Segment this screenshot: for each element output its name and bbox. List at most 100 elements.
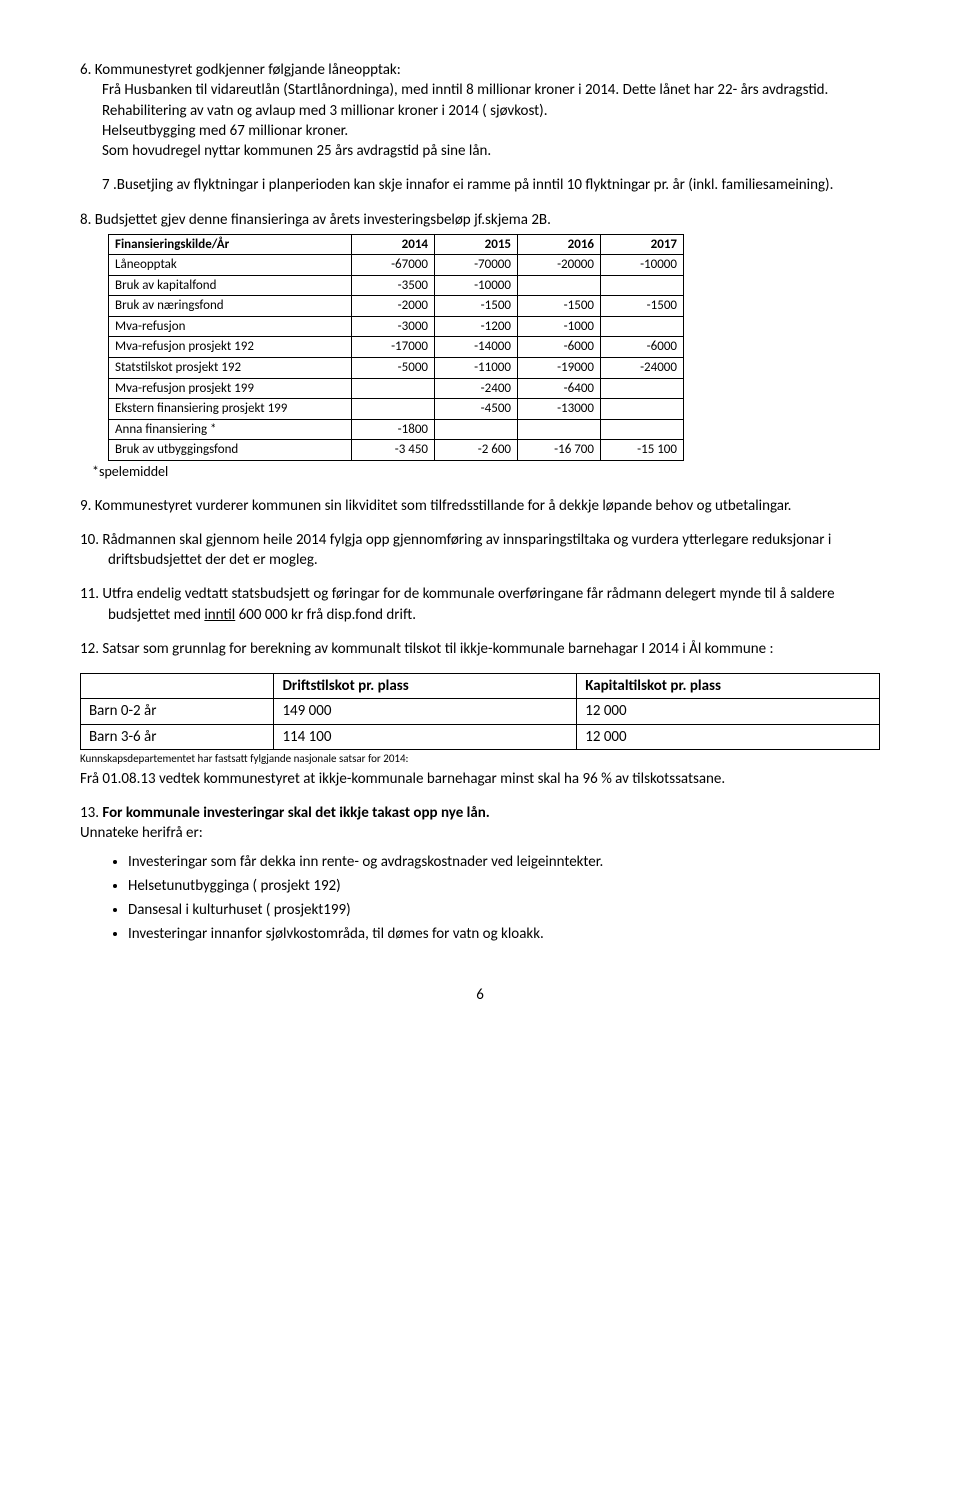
drift-row-value: 12 000	[577, 699, 880, 724]
fra0108: Frå 01.08.13 vedtek kommunestyret at ikk…	[80, 769, 880, 789]
fin-row-value: -2000	[352, 296, 435, 317]
list-item: Investeringar som får dekka inn rente- o…	[128, 852, 880, 872]
item7-line: 7 .Busetjing av flyktningar i planperiod…	[80, 175, 880, 195]
item12: 12. Satsar som grunnlag for berekning av…	[80, 639, 880, 659]
fin-row-value: -10000	[601, 255, 684, 276]
item6-lead: 6. Kommunestyret godkjenner følgjande lå…	[80, 60, 880, 80]
fin-row-value: -6000	[601, 337, 684, 358]
drift-row-value: 114 100	[274, 724, 577, 749]
item6-line2: Rehabilitering av vatn og avlaup med 3 m…	[80, 101, 880, 121]
drift-row-label: Barn 0-2 år	[81, 699, 274, 724]
fin-row-value: -1500	[601, 296, 684, 317]
fin-row-value: -10000	[435, 275, 518, 296]
fin-row-value: -2400	[435, 378, 518, 399]
fin-row-value: -1500	[518, 296, 601, 317]
drift-row-value: 12 000	[577, 724, 880, 749]
drift-h0	[81, 674, 274, 699]
fin-row-value: -17000	[352, 337, 435, 358]
fin-row-value: -11000	[435, 358, 518, 379]
table-row: Mva-refusjon-3000-1200-1000	[109, 316, 684, 337]
fin-row-value: -67000	[352, 255, 435, 276]
item11-b: 600 000 kr frå disp.fond drift.	[235, 606, 416, 624]
table-row: Låneopptak-67000-70000-20000-10000	[109, 255, 684, 276]
fin-row-value	[601, 399, 684, 420]
fin-row-value: -5000	[352, 358, 435, 379]
fin-row-value: -20000	[518, 255, 601, 276]
fin-row-value: -6400	[518, 378, 601, 399]
item6-line1: Frå Husbanken til vidareutlån (Startlåno…	[80, 80, 880, 100]
table-row: Ekstern finansiering prosjekt 199 -4500-1…	[109, 399, 684, 420]
list-item: Dansesal i kulturhuset ( prosjekt199)	[128, 900, 880, 920]
fin-row-value: -15 100	[601, 440, 684, 461]
fin-row-value: -1500	[435, 296, 518, 317]
item8-lead: 8. Budsjettet gjev denne finansieringa a…	[80, 210, 880, 230]
fin-row-label: Mva-refusjon prosjekt 199	[109, 378, 352, 399]
item11-a: 11. Utfra endelig vedtatt statsbudsjett …	[80, 585, 835, 623]
item13-num: 13.	[80, 804, 102, 822]
fin-row-value: -14000	[435, 337, 518, 358]
fin-row-value: -6000	[518, 337, 601, 358]
fin-row-label: Bruk av kapitalfond	[109, 275, 352, 296]
table-row: Bruk av kapitalfond-3500-10000	[109, 275, 684, 296]
fin-row-value: -19000	[518, 358, 601, 379]
fin-row-value	[352, 378, 435, 399]
item11: 11. Utfra endelig vedtatt statsbudsjett …	[80, 584, 880, 625]
item11-underline: inntil	[204, 606, 235, 624]
unnateke: Unnateke herifrå er:	[80, 823, 880, 843]
fin-row-value: -1200	[435, 316, 518, 337]
fin-row-label: Anna finansiering *	[109, 419, 352, 440]
fin-h3: 2016	[518, 234, 601, 255]
fin-row-label: Mva-refusjon	[109, 316, 352, 337]
fin-row-value: -24000	[601, 358, 684, 379]
item6-line4: Som hovudregel nyttar kommunen 25 års av…	[80, 141, 880, 161]
fin-row-value	[601, 316, 684, 337]
fin-row-value: -13000	[518, 399, 601, 420]
fin-row-value: -70000	[435, 255, 518, 276]
fin-row-value: -4500	[435, 399, 518, 420]
fin-row-label: Låneopptak	[109, 255, 352, 276]
drift-h1: Driftstilskot pr. plass	[274, 674, 577, 699]
fin-row-value	[518, 275, 601, 296]
fin-row-value: -2 600	[435, 440, 518, 461]
fin-row-value	[601, 419, 684, 440]
table-row: Bruk av utbyggingsfond-3 450-2 600-16 70…	[109, 440, 684, 461]
table-row: Mva-refusjon prosjekt 199 -2400-6400	[109, 378, 684, 399]
table-row: Anna finansiering *-1800	[109, 419, 684, 440]
fin-footnote: *spelemiddel	[80, 463, 880, 482]
fin-header-row: Finansieringskilde/År 2014 2015 2016 201…	[109, 234, 684, 255]
table-row: Barn 0-2 år149 00012 000	[81, 699, 880, 724]
table-row: Mva-refusjon prosjekt 192-17000-14000-60…	[109, 337, 684, 358]
fin-row-value: -1800	[352, 419, 435, 440]
fin-row-value: -16 700	[518, 440, 601, 461]
item13: 13. For kommunale investeringar skal det…	[80, 803, 880, 823]
item6-line3: Helseutbygging med 67 millionar kroner.	[80, 121, 880, 141]
bullet-list: Investeringar som får dekka inn rente- o…	[80, 852, 880, 945]
fin-row-label: Bruk av næringsfond	[109, 296, 352, 317]
drift-h2: Kapitaltilskot pr. plass	[577, 674, 880, 699]
table-row: Statstilskot prosjekt 192-5000-11000-190…	[109, 358, 684, 379]
item13-bold: For kommunale investeringar skal det ikk…	[102, 804, 489, 822]
kunnskap-note: Kunnskapsdepartementet har fastsatt fylg…	[80, 752, 880, 767]
drift-row-value: 149 000	[274, 699, 577, 724]
fin-row-value	[601, 275, 684, 296]
financing-table: Finansieringskilde/År 2014 2015 2016 201…	[108, 234, 684, 461]
drift-table: Driftstilskot pr. plass Kapitaltilskot p…	[80, 673, 880, 750]
fin-row-label: Ekstern finansiering prosjekt 199	[109, 399, 352, 420]
list-item: Investeringar innanfor sjølvkostområda, …	[128, 924, 880, 944]
fin-row-value	[518, 419, 601, 440]
fin-row-label: Statstilskot prosjekt 192	[109, 358, 352, 379]
fin-row-value: -3000	[352, 316, 435, 337]
item10: 10. Rådmannen skal gjennom heile 2014 fy…	[80, 530, 880, 571]
item9: 9. Kommunestyret vurderer kommunen sin l…	[80, 496, 880, 516]
fin-row-label: Mva-refusjon prosjekt 192	[109, 337, 352, 358]
fin-h0: Finansieringskilde/År	[109, 234, 352, 255]
fin-row-value: -3500	[352, 275, 435, 296]
table-row: Bruk av næringsfond-2000-1500-1500-1500	[109, 296, 684, 317]
fin-h2: 2015	[435, 234, 518, 255]
page-number: 6	[80, 985, 880, 1005]
fin-row-value	[435, 419, 518, 440]
fin-row-value	[352, 399, 435, 420]
fin-h1: 2014	[352, 234, 435, 255]
table-row: Barn 3-6 år114 10012 000	[81, 724, 880, 749]
drift-row-label: Barn 3-6 år	[81, 724, 274, 749]
